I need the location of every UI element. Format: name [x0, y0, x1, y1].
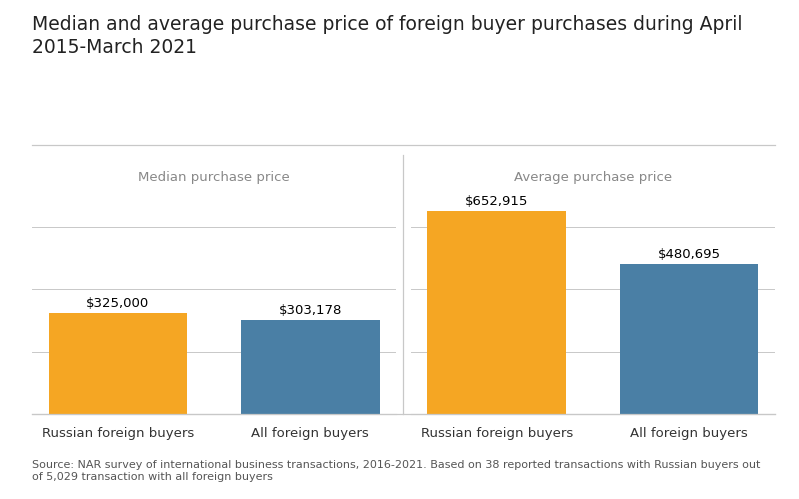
Text: $652,915: $652,915 [465, 195, 528, 208]
Bar [49, 313, 187, 414]
Text: $480,695: $480,695 [658, 249, 721, 261]
Title: Median purchase price: Median purchase price [138, 171, 290, 184]
Bar [241, 320, 380, 414]
Text: $325,000: $325,000 [86, 297, 149, 310]
Text: $303,178: $303,178 [279, 304, 342, 317]
Text: Median and average purchase price of foreign buyer purchases during April
2015-M: Median and average purchase price of for… [32, 15, 742, 57]
Bar [427, 211, 566, 414]
Text: Source: NAR survey of international business transactions, 2016-2021. Based on 3: Source: NAR survey of international busi… [32, 460, 761, 482]
Title: Average purchase price: Average purchase price [514, 171, 672, 184]
Bar [620, 264, 758, 414]
